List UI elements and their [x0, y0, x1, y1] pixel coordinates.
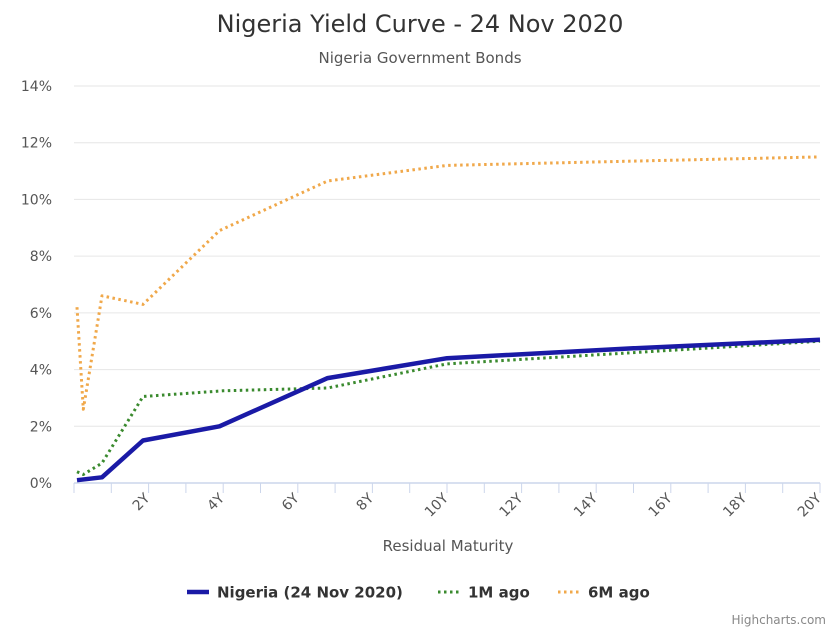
x-tick-label: 16Y: [646, 490, 676, 520]
chart-subtitle: Nigeria Government Bonds: [318, 49, 521, 67]
x-axis-title: Residual Maturity: [383, 537, 514, 555]
series-line[interactable]: [77, 157, 820, 409]
y-tick-label: 0%: [30, 476, 52, 492]
series-line[interactable]: [77, 340, 820, 480]
x-tick-label: 2Y: [130, 490, 154, 514]
legend-label: Nigeria (24 Nov 2020): [217, 584, 403, 602]
y-tick-label: 12%: [21, 136, 52, 152]
credits-link[interactable]: Highcharts.com: [732, 613, 826, 627]
series-line[interactable]: [77, 341, 820, 474]
chart-title: Nigeria Yield Curve - 24 Nov 2020: [217, 10, 624, 38]
x-tick-label: 10Y: [422, 490, 452, 520]
legend-item[interactable]: 1M ago: [438, 584, 530, 602]
legend-label: 6M ago: [588, 584, 650, 602]
legend-item[interactable]: 6M ago: [558, 584, 650, 602]
y-tick-label: 10%: [21, 192, 52, 208]
x-tick-label: 18Y: [720, 490, 750, 520]
x-tick-label: 4Y: [204, 490, 228, 514]
y-tick-label: 14%: [21, 79, 52, 95]
x-tick-label: 8Y: [354, 490, 378, 514]
x-tick-label: 20Y: [795, 490, 825, 520]
gridlines: [74, 86, 820, 426]
x-tick-label: 14Y: [571, 490, 601, 520]
legend-item[interactable]: Nigeria (24 Nov 2020): [187, 584, 403, 602]
y-tick-label: 4%: [30, 363, 52, 379]
x-axis: 2Y 4Y 6Y 8Y 10Y 12Y 14Y 16Y 18Y 20Y: [74, 483, 825, 520]
x-tick-label: 12Y: [496, 490, 526, 520]
plot-area: [77, 157, 820, 480]
legend: Nigeria (24 Nov 2020) 1M ago 6M ago: [187, 584, 650, 602]
y-tick-label: 2%: [30, 419, 52, 435]
y-axis: 0% 2% 4% 6% 8% 10% 12% 14%: [21, 79, 52, 492]
y-tick-label: 6%: [30, 306, 52, 322]
legend-label: 1M ago: [468, 584, 530, 602]
x-tick-label: 6Y: [279, 490, 303, 514]
y-tick-label: 8%: [30, 249, 52, 265]
